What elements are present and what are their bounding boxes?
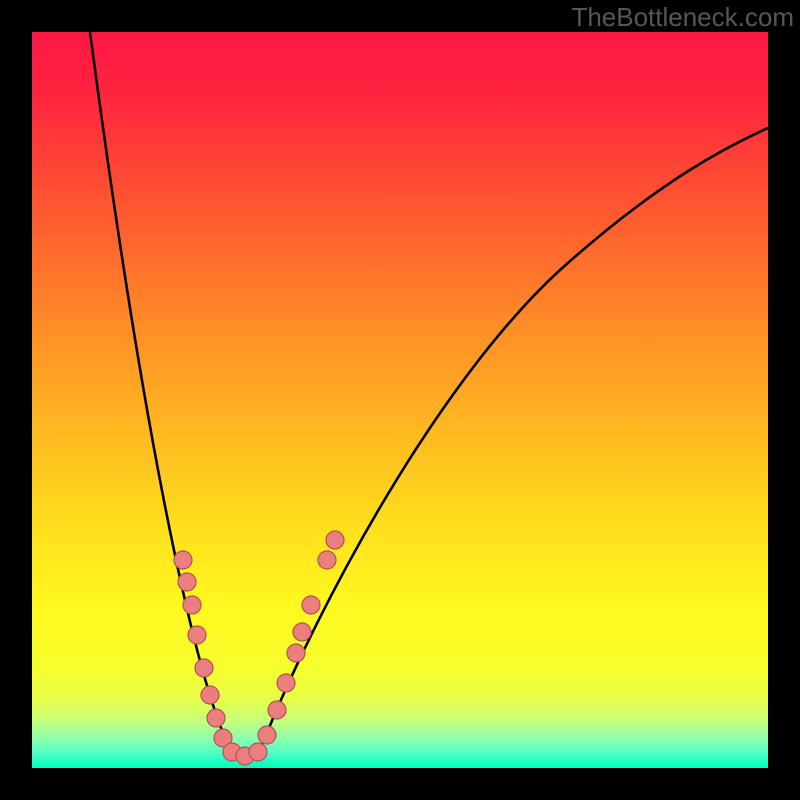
data-marker [277,674,295,692]
chart-container: TheBottleneck.com [0,0,800,800]
data-marker [178,573,196,591]
data-marker [287,644,305,662]
watermark-text: TheBottleneck.com [571,2,794,33]
data-marker [195,659,213,677]
data-marker [293,623,311,641]
bottleneck-chart [0,0,800,800]
data-marker [207,709,225,727]
data-marker [174,551,192,569]
data-marker [318,551,336,569]
data-marker [326,531,344,549]
data-marker [258,726,276,744]
data-marker [302,596,320,614]
data-marker [183,596,201,614]
plot-background [32,32,768,768]
data-marker [268,701,286,719]
data-marker [249,743,267,761]
data-marker [201,686,219,704]
data-marker [188,626,206,644]
